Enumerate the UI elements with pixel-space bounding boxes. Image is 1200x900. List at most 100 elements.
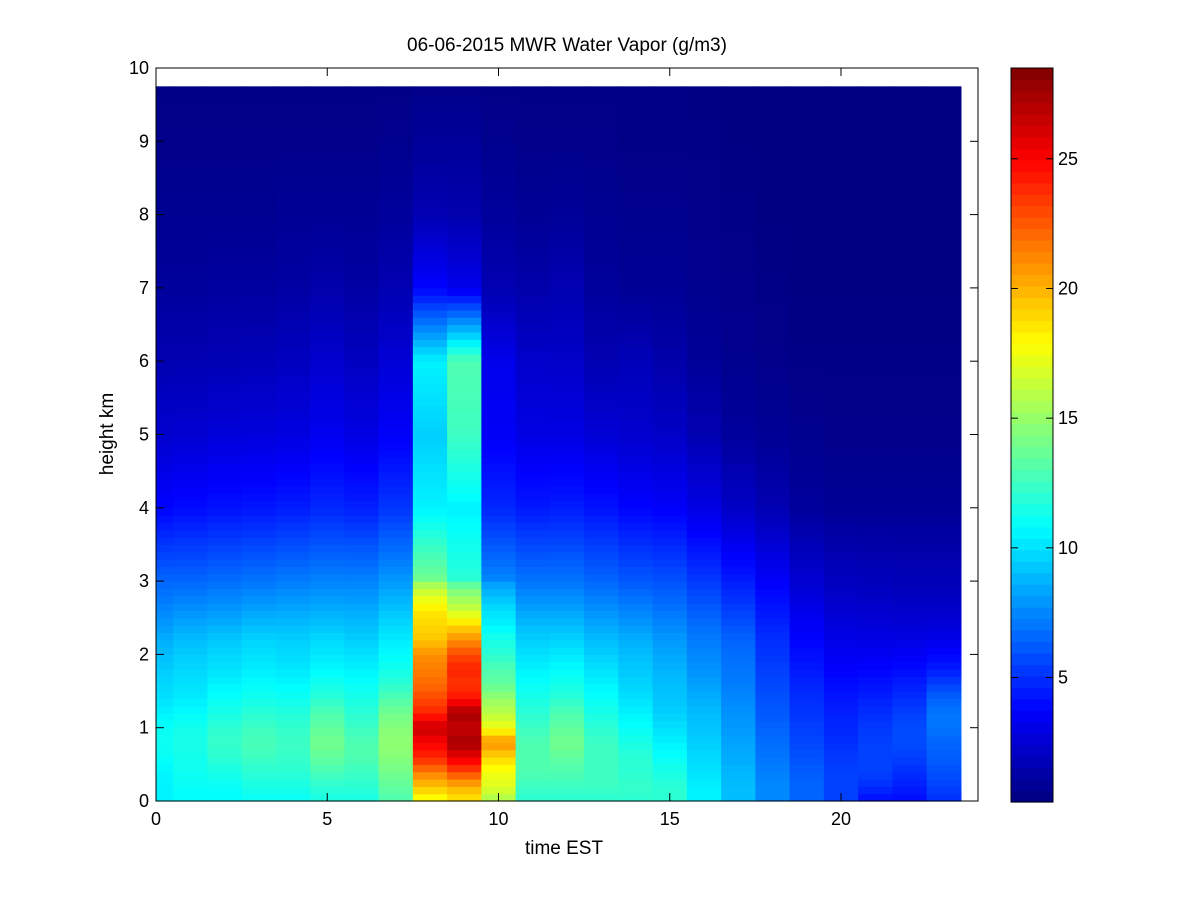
heatmap-cell xyxy=(686,500,722,509)
heatmap-cell xyxy=(892,639,928,648)
heatmap-cell xyxy=(652,727,688,736)
heatmap-cell xyxy=(275,493,311,502)
heatmap-cell xyxy=(310,632,345,641)
heatmap-cell xyxy=(652,221,688,230)
heatmap-cell xyxy=(412,331,448,340)
heatmap-cell xyxy=(481,170,517,179)
heatmap-cell xyxy=(789,258,825,267)
heatmap-cell xyxy=(207,610,243,619)
heatmap-cell xyxy=(156,595,174,604)
heatmap-cell xyxy=(789,287,825,296)
heatmap-cell xyxy=(549,133,585,142)
heatmap-cell xyxy=(412,412,448,421)
heatmap-cell xyxy=(412,500,448,509)
heatmap-cell xyxy=(378,419,414,428)
heatmap-cell xyxy=(892,595,928,604)
heatmap-cell xyxy=(207,419,243,428)
heatmap-cell xyxy=(584,441,619,450)
heatmap-cell xyxy=(584,375,619,384)
colorbar-strip xyxy=(1011,400,1053,413)
heatmap-cell xyxy=(412,654,448,663)
heatmap-cell xyxy=(789,603,825,612)
heatmap-cell xyxy=(823,361,859,370)
heatmap-cell xyxy=(447,742,482,751)
heatmap-cell xyxy=(755,353,791,362)
heatmap-cell xyxy=(926,661,962,670)
heatmap-cell xyxy=(344,302,380,311)
heatmap-cell xyxy=(378,126,414,135)
heatmap-cell xyxy=(721,727,756,736)
heatmap-cell xyxy=(549,632,585,641)
heatmap-cell xyxy=(275,566,311,575)
heatmap-cell xyxy=(447,258,482,267)
heatmap-cell xyxy=(686,566,722,575)
heatmap-cell xyxy=(823,412,859,421)
heatmap-cell xyxy=(926,199,962,208)
heatmap-cell xyxy=(156,390,174,399)
heatmap-cell xyxy=(241,207,277,216)
heatmap-cell xyxy=(823,683,859,692)
heatmap-cell xyxy=(858,397,893,406)
heatmap-cell xyxy=(858,163,893,172)
heatmap-cell xyxy=(447,265,482,274)
heatmap-cell xyxy=(412,361,448,370)
heatmap-cell xyxy=(584,529,619,538)
heatmap-cell xyxy=(892,126,928,135)
heatmap-cell xyxy=(823,713,859,721)
heatmap-cell xyxy=(618,119,654,128)
heatmap-cell xyxy=(652,405,688,414)
heatmap-cell xyxy=(412,207,448,216)
heatmap-cell xyxy=(823,500,859,509)
heatmap-cell xyxy=(755,405,791,414)
heatmap-cell xyxy=(241,434,277,443)
heatmap-cell xyxy=(275,617,311,626)
heatmap-cell xyxy=(207,141,243,150)
heatmap-cell xyxy=(412,192,448,201)
heatmap-cell xyxy=(378,698,414,707)
heatmap-cell xyxy=(618,89,654,98)
heatmap-cell xyxy=(275,111,311,120)
heatmap-cell xyxy=(789,654,825,663)
heatmap-cell xyxy=(310,170,345,179)
heatmap-cell xyxy=(207,581,243,590)
heatmap-cell xyxy=(823,375,859,384)
heatmap-cell xyxy=(926,617,962,626)
heatmap-cell xyxy=(275,375,311,384)
heatmap-cell xyxy=(858,559,893,568)
heatmap-cell xyxy=(858,346,893,355)
heatmap-cell xyxy=(173,471,208,480)
heatmap-cell xyxy=(207,595,243,604)
heatmap-cell xyxy=(310,419,345,428)
heatmap-cell xyxy=(207,251,243,260)
heatmap-cell xyxy=(721,104,756,113)
heatmap-cell xyxy=(549,500,585,509)
heatmap-cell xyxy=(618,595,654,604)
heatmap-cell xyxy=(892,463,928,472)
heatmap-cell xyxy=(447,287,482,296)
heatmap-cell xyxy=(310,456,345,465)
heatmap-cell xyxy=(549,683,585,692)
heatmap-cell xyxy=(926,419,962,428)
heatmap-cell xyxy=(652,148,688,157)
heatmap-cell xyxy=(207,368,243,377)
heatmap-cell xyxy=(892,757,928,765)
heatmap-cell xyxy=(686,141,722,150)
heatmap-cell xyxy=(447,507,482,516)
heatmap-cell xyxy=(892,661,928,670)
heatmap-cell xyxy=(618,368,654,377)
heatmap-cell xyxy=(173,192,208,201)
heatmap-cell xyxy=(447,324,482,333)
heatmap-cell xyxy=(584,647,619,655)
heatmap-cell xyxy=(686,302,722,311)
heatmap-cell xyxy=(412,669,448,677)
heatmap-cell xyxy=(241,375,277,384)
heatmap-cell xyxy=(926,427,962,436)
heatmap-cell xyxy=(275,779,311,787)
heatmap-cell xyxy=(275,419,311,428)
heatmap-cell xyxy=(515,735,551,743)
heatmap-cell xyxy=(515,537,551,546)
heatmap-cell xyxy=(858,221,893,230)
heatmap-cell xyxy=(275,148,311,157)
